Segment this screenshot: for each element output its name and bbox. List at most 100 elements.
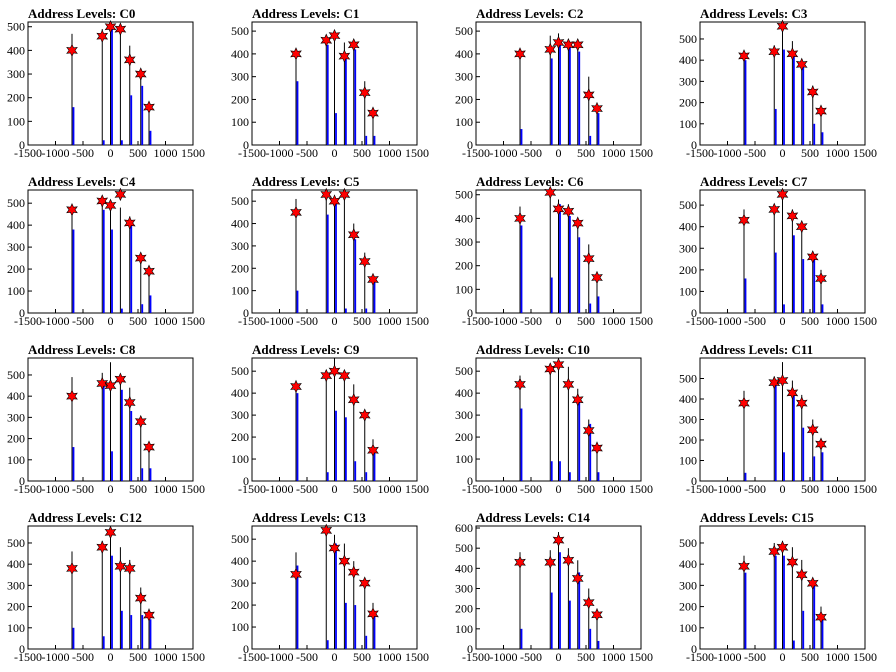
blue-bar bbox=[345, 602, 347, 649]
black-bar bbox=[343, 373, 345, 481]
black-bar bbox=[119, 26, 121, 145]
y-tick-label: 400 bbox=[231, 47, 249, 61]
star-marker bbox=[591, 607, 603, 622]
black-bar bbox=[596, 104, 598, 145]
y-tick-label: 300 bbox=[231, 408, 249, 422]
star-marker bbox=[552, 202, 565, 216]
y-tick-label: 0 bbox=[243, 306, 249, 320]
star-marker bbox=[795, 396, 808, 410]
y-tick-label: 200 bbox=[231, 598, 249, 612]
panel-c11: Address Levels: C11 0 100 200 300 400 500 -1500… bbox=[679, 342, 877, 496]
y-tick-label: 0 bbox=[19, 306, 25, 320]
x-tick-label: -1000 bbox=[714, 146, 742, 160]
x-tick-label: -1000 bbox=[266, 482, 294, 496]
blue-bar bbox=[793, 640, 795, 649]
y-tick-label: 400 bbox=[455, 211, 473, 225]
black-bar bbox=[782, 22, 783, 145]
blue-bar bbox=[365, 135, 368, 145]
blue-bar bbox=[296, 393, 299, 481]
black-bar bbox=[782, 362, 783, 481]
x-tick-label: -500 bbox=[744, 146, 766, 160]
panel-title: Address Levels: C0 bbox=[28, 6, 135, 21]
blue-bar bbox=[802, 610, 805, 649]
blue-bar bbox=[520, 225, 523, 313]
y-tick-label: 400 bbox=[455, 561, 473, 575]
x-tick-label: 1000 bbox=[602, 650, 626, 664]
black-bar bbox=[71, 377, 73, 481]
y-tick-label: 500 bbox=[7, 368, 25, 382]
y-tick-label: 0 bbox=[243, 474, 249, 488]
x-tick-label: 1500 bbox=[405, 146, 429, 160]
panel-c2: Address Levels: C20100200300400500-1500-… bbox=[455, 6, 653, 160]
y-tick-label: 100 bbox=[679, 284, 697, 298]
blue-bar bbox=[335, 543, 337, 649]
x-tick-label: -500 bbox=[520, 314, 542, 328]
x-tick-label: -500 bbox=[520, 650, 542, 664]
y-tick-label: 400 bbox=[7, 43, 25, 57]
blue-bar bbox=[121, 610, 123, 649]
blue-bar bbox=[550, 58, 553, 145]
panel-title: Address Levels: C9 bbox=[252, 342, 360, 357]
blue-bar bbox=[354, 49, 357, 146]
y-tick-label: 500 bbox=[231, 532, 249, 546]
blue-bar bbox=[813, 123, 816, 145]
black-bar bbox=[148, 608, 150, 649]
x-tick-label: 1000 bbox=[602, 482, 626, 496]
y-tick-label: 300 bbox=[231, 239, 249, 253]
y-tick-label: 200 bbox=[455, 602, 473, 616]
black-bar bbox=[820, 108, 822, 145]
panel-title: Address Levels: C11 bbox=[700, 342, 813, 357]
x-tick-label: -1000 bbox=[714, 314, 742, 328]
blue-bar bbox=[335, 410, 337, 481]
y-tick-label: 100 bbox=[7, 114, 25, 128]
y-tick-label: 500 bbox=[679, 372, 697, 386]
x-tick-label: 0 bbox=[108, 314, 114, 328]
y-tick-label: 300 bbox=[455, 408, 473, 422]
y-tick-label: 400 bbox=[231, 554, 249, 568]
black-bar bbox=[140, 69, 142, 145]
black-bar bbox=[364, 412, 366, 481]
star-marker bbox=[66, 561, 78, 576]
panel-c15: Address Levels: C15 0 100 200 300 400 500 -1500… bbox=[679, 510, 877, 664]
star-marker bbox=[562, 204, 575, 219]
star-marker bbox=[338, 554, 351, 568]
blue-bar bbox=[111, 555, 113, 649]
x-tick-label: 0 bbox=[780, 650, 786, 664]
x-tick-label: -1000 bbox=[490, 482, 518, 496]
y-tick-label: 300 bbox=[231, 70, 249, 84]
panel-title: Address Levels: C10 bbox=[476, 342, 590, 357]
blue-bar bbox=[569, 600, 571, 649]
blue-bar bbox=[597, 640, 600, 649]
black-bar bbox=[140, 419, 142, 481]
y-tick-label: 200 bbox=[679, 433, 697, 447]
y-tick-label: 100 bbox=[679, 454, 697, 468]
x-tick-label: -500 bbox=[520, 146, 542, 160]
x-tick-label: 500 bbox=[353, 482, 371, 496]
y-tick-label: 400 bbox=[679, 557, 697, 571]
blue-bar bbox=[121, 308, 123, 313]
blue-bar bbox=[102, 209, 105, 313]
y-tick-label: 300 bbox=[231, 576, 249, 590]
star-marker bbox=[104, 198, 117, 213]
y-tick-label: 100 bbox=[231, 115, 249, 129]
x-tick-label: 1500 bbox=[181, 146, 205, 160]
black-bar bbox=[791, 547, 793, 649]
y-tick-label: 300 bbox=[455, 70, 473, 84]
black-bar bbox=[743, 209, 745, 313]
y-tick-label: 100 bbox=[7, 621, 25, 635]
black-bar bbox=[596, 272, 598, 313]
blue-bar bbox=[783, 452, 785, 481]
black-bar bbox=[71, 205, 73, 313]
blue-bar bbox=[802, 427, 805, 481]
x-tick-label: -1000 bbox=[42, 650, 70, 664]
star-marker bbox=[123, 53, 136, 67]
y-tick-label: 300 bbox=[7, 67, 25, 81]
x-tick-label: -1500 bbox=[238, 650, 266, 664]
black-bar bbox=[549, 364, 551, 481]
blue-bar bbox=[559, 461, 561, 481]
blue-bar bbox=[130, 95, 133, 145]
x-tick-label: 1000 bbox=[154, 650, 178, 664]
y-tick-label: 0 bbox=[467, 474, 473, 488]
star-marker bbox=[806, 423, 819, 437]
blue-bar bbox=[354, 605, 357, 649]
